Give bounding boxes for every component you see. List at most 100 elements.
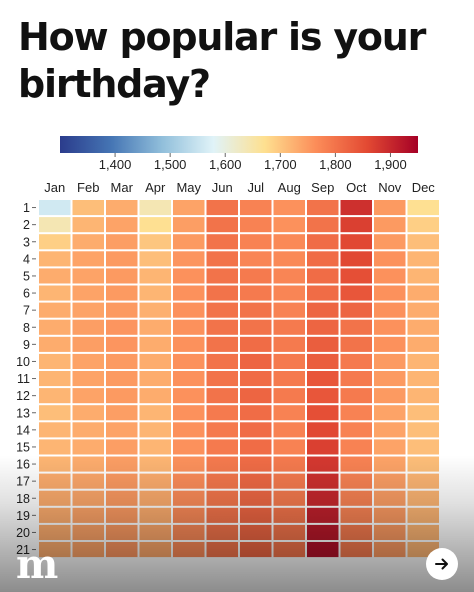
- colorbar-gradient: [60, 136, 418, 153]
- heatmap-cell: [374, 524, 406, 540]
- month-label: Apr: [145, 180, 166, 195]
- colorbar-tick-label: 1,600: [209, 157, 242, 172]
- heatmap-cell: [407, 268, 439, 284]
- colorbar-tick-label: 1,900: [374, 157, 407, 172]
- heatmap-cell: [307, 524, 339, 540]
- heatmap-cell: [173, 542, 205, 558]
- month-label: Dec: [412, 180, 436, 195]
- heatmap-cell: [307, 336, 339, 352]
- heatmap-cell: [307, 439, 339, 455]
- heatmap-cell: [106, 371, 138, 387]
- heatmap-cell: [340, 285, 372, 301]
- colorbar-tick-label: 1,400: [99, 157, 132, 172]
- heatmap-cell: [374, 319, 406, 335]
- heatmap-cell: [240, 473, 272, 489]
- heatmap-cell: [407, 353, 439, 369]
- month-label: Jul: [247, 180, 264, 195]
- heatmap-cell: [374, 234, 406, 250]
- heatmap-cell: [72, 405, 104, 421]
- heatmap-cell: [206, 388, 238, 404]
- heatmap-cell: [273, 405, 305, 421]
- next-button[interactable]: [426, 548, 458, 580]
- heatmap-cell: [273, 542, 305, 558]
- heatmap-cell: [139, 302, 171, 318]
- heatmap-cell: [106, 200, 138, 216]
- heatmap-cell: [139, 388, 171, 404]
- heatmap-cell: [340, 542, 372, 558]
- heatmap-cells: [39, 200, 439, 558]
- heatmap-cell: [240, 490, 272, 506]
- heatmap-cell: [206, 200, 238, 216]
- heatmap-cell: [340, 268, 372, 284]
- heatmap-cell: [307, 234, 339, 250]
- heatmap-cell: [340, 353, 372, 369]
- heatmap-cell: [407, 405, 439, 421]
- heatmap-cell: [374, 268, 406, 284]
- heatmap-cell: [206, 507, 238, 523]
- heatmap-cell: [340, 234, 372, 250]
- heatmap-cell: [307, 422, 339, 438]
- heatmap-cell: [374, 217, 406, 233]
- brand-logo: m: [16, 541, 59, 588]
- heatmap-cell: [273, 353, 305, 369]
- heatmap-cell: [39, 371, 71, 387]
- day-label: 12: [16, 389, 30, 403]
- heatmap-cell: [407, 336, 439, 352]
- arrow-right-icon: [435, 558, 448, 570]
- heatmap-cell: [240, 439, 272, 455]
- heatmap-cell: [39, 524, 71, 540]
- heatmap-cell: [240, 422, 272, 438]
- heatmap-cell: [106, 388, 138, 404]
- heatmap-cell: [206, 524, 238, 540]
- heatmap-cell: [273, 336, 305, 352]
- heatmap-cell: [106, 268, 138, 284]
- heatmap-cell: [340, 439, 372, 455]
- heatmap-cell: [240, 217, 272, 233]
- heatmap-cell: [407, 200, 439, 216]
- heatmap-cell: [273, 490, 305, 506]
- heatmap-cell: [206, 371, 238, 387]
- day-label: 9: [23, 338, 30, 352]
- heatmap-cell: [273, 268, 305, 284]
- day-label: 5: [23, 269, 30, 283]
- heatmap-cell: [72, 302, 104, 318]
- heatmap-cell: [273, 422, 305, 438]
- heatmap-cell: [39, 217, 71, 233]
- heatmap-cell: [106, 439, 138, 455]
- day-label: 4: [23, 252, 30, 266]
- heatmap-cell: [39, 234, 71, 250]
- heatmap-cell: [206, 456, 238, 472]
- heatmap-cell: [39, 200, 71, 216]
- heatmap-cell: [340, 200, 372, 216]
- heatmap-cell: [374, 371, 406, 387]
- heatmap-cell: [407, 285, 439, 301]
- heatmap-cell: [72, 507, 104, 523]
- month-label: Nov: [378, 180, 402, 195]
- heatmap-cell: [139, 405, 171, 421]
- heatmap-cell: [240, 302, 272, 318]
- day-label: 8: [23, 321, 30, 335]
- heatmap-cell: [307, 371, 339, 387]
- heatmap-cell: [240, 251, 272, 267]
- month-label: Jun: [212, 180, 233, 195]
- heatmap-cell: [340, 524, 372, 540]
- heatmap-cell: [340, 507, 372, 523]
- colorbar-tick-label: 1,800: [319, 157, 352, 172]
- heatmap-cell: [39, 319, 71, 335]
- heatmap-cell: [407, 473, 439, 489]
- heatmap-cell: [407, 524, 439, 540]
- heatmap-cell: [173, 200, 205, 216]
- heatmap-cell: [106, 251, 138, 267]
- day-label: 13: [16, 406, 30, 420]
- heatmap-cell: [206, 234, 238, 250]
- heatmap-cell: [173, 319, 205, 335]
- heatmap-cell: [173, 439, 205, 455]
- heatmap-cell: [139, 371, 171, 387]
- heatmap-cell: [106, 507, 138, 523]
- heatmap-cell: [72, 371, 104, 387]
- heatmap-cell: [106, 405, 138, 421]
- month-label: Feb: [77, 180, 99, 195]
- heatmap-cell: [307, 200, 339, 216]
- heatmap-cell: [340, 319, 372, 335]
